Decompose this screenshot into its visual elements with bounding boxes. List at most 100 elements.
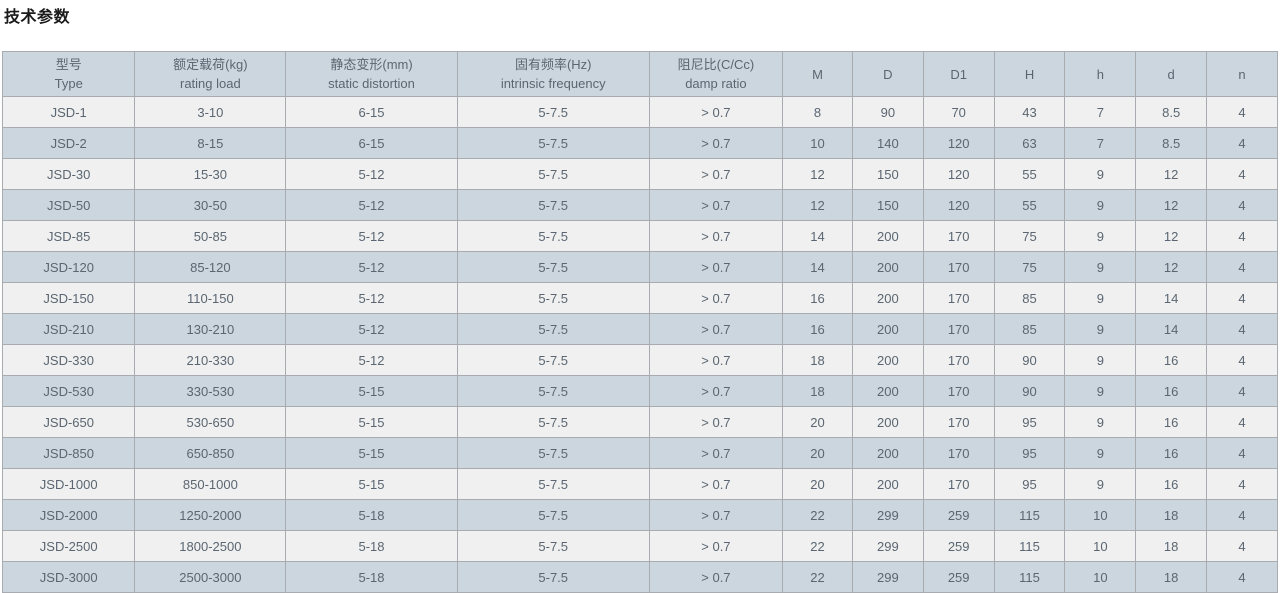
cell-h: 9 <box>1064 220 1137 252</box>
cell-h: 7 <box>1064 96 1137 128</box>
cell-damp_ratio: > 0.7 <box>648 220 784 252</box>
column-header-cn-damp_ratio: 阻尼比(C/Cc) <box>677 57 755 72</box>
column-header-cn-type: 型号 <box>55 57 82 72</box>
cell-type: JSD-650 <box>1 406 136 438</box>
table-row: JSD-2 8-15 6-15 5-7.5 > 0.7 10 140 120 63 7 8.5 4 <box>1 127 1278 159</box>
cell-type: JSD-1 <box>1 96 136 128</box>
cell-h: 9 <box>1064 189 1137 221</box>
cell-d: 16 <box>1135 437 1208 469</box>
cell-static_distortion: 5-12 <box>285 344 458 376</box>
cell-D1: 170 <box>922 220 995 252</box>
table-row: JSD-530 330-530 5-15 5-7.5 > 0.7 18 200 170 90 9 1… <box>1 375 1278 407</box>
cell-static_distortion: 5-15 <box>285 468 458 500</box>
cell-intrinsic_frequency: 5-7.5 <box>456 561 650 593</box>
column-header-intrinsic_frequency: 固有频率(Hz) intrinsic frequency <box>456 51 650 97</box>
cell-D1: 259 <box>922 530 995 562</box>
cell-D: 140 <box>851 127 924 159</box>
cell-type: JSD-850 <box>1 437 136 469</box>
cell-damp_ratio: > 0.7 <box>648 530 784 562</box>
cell-h: 9 <box>1064 313 1137 345</box>
cell-H: 55 <box>993 158 1066 190</box>
cell-M: 20 <box>782 468 853 500</box>
cell-M: 18 <box>782 344 853 376</box>
cell-D: 150 <box>851 189 924 221</box>
cell-D: 200 <box>851 375 924 407</box>
column-header-M: M <box>782 51 853 97</box>
column-header-en-intrinsic_frequency: intrinsic frequency <box>500 76 606 91</box>
cell-type: JSD-30 <box>1 158 136 190</box>
cell-rating_load: 650-850 <box>134 437 287 469</box>
cell-H: 115 <box>993 561 1066 593</box>
cell-M: 16 <box>782 313 853 345</box>
cell-M: 14 <box>782 220 853 252</box>
cell-n: 4 <box>1206 313 1278 345</box>
cell-H: 55 <box>993 189 1066 221</box>
cell-H: 90 <box>993 375 1066 407</box>
cell-h: 9 <box>1064 406 1137 438</box>
column-header-cn-n: n <box>1238 66 1246 82</box>
cell-n: 4 <box>1206 127 1278 159</box>
column-header-cn-M: M <box>812 66 823 82</box>
cell-n: 4 <box>1206 561 1278 593</box>
cell-type: JSD-2 <box>1 127 136 159</box>
cell-rating_load: 30-50 <box>134 189 287 221</box>
cell-D: 150 <box>851 158 924 190</box>
cell-M: 22 <box>782 530 853 562</box>
cell-M: 8 <box>782 96 853 128</box>
cell-rating_load: 15-30 <box>134 158 287 190</box>
cell-damp_ratio: > 0.7 <box>648 96 784 128</box>
cell-intrinsic_frequency: 5-7.5 <box>456 189 650 221</box>
cell-type: JSD-210 <box>1 313 136 345</box>
cell-rating_load: 2500-3000 <box>134 561 287 593</box>
cell-damp_ratio: > 0.7 <box>648 406 784 438</box>
cell-static_distortion: 5-18 <box>285 530 458 562</box>
table-row: JSD-210 130-210 5-12 5-7.5 > 0.7 16 200 170 85 9 1… <box>1 313 1278 345</box>
cell-intrinsic_frequency: 5-7.5 <box>456 220 650 252</box>
cell-damp_ratio: > 0.7 <box>648 437 784 469</box>
cell-static_distortion: 6-15 <box>285 127 458 159</box>
cell-rating_load: 1800-2500 <box>134 530 287 562</box>
cell-D1: 170 <box>922 344 995 376</box>
cell-D: 200 <box>851 251 924 283</box>
cell-D1: 120 <box>922 158 995 190</box>
column-header-h: h <box>1064 51 1137 97</box>
cell-d: 8.5 <box>1135 127 1208 159</box>
cell-rating_load: 210-330 <box>134 344 287 376</box>
cell-static_distortion: 5-15 <box>285 406 458 438</box>
column-header-D: D <box>851 51 924 97</box>
cell-damp_ratio: > 0.7 <box>648 189 784 221</box>
cell-D: 200 <box>851 220 924 252</box>
table-body: JSD-1 3-10 6-15 5-7.5 > 0.7 8 90 70 43 7 8.5 4 JSD-2… <box>1 96 1278 593</box>
cell-D1: 170 <box>922 437 995 469</box>
column-header-rating_load: 额定载荷(kg) rating load <box>134 51 287 97</box>
cell-type: JSD-150 <box>1 282 136 314</box>
column-header-D1: D1 <box>922 51 995 97</box>
cell-h: 9 <box>1064 251 1137 283</box>
cell-intrinsic_frequency: 5-7.5 <box>456 530 650 562</box>
cell-H: 85 <box>993 313 1066 345</box>
cell-n: 4 <box>1206 499 1278 531</box>
table-row: JSD-3000 2500-3000 5-18 5-7.5 > 0.7 22 299 259 1… <box>1 561 1278 593</box>
cell-damp_ratio: > 0.7 <box>648 561 784 593</box>
cell-n: 4 <box>1206 189 1278 221</box>
column-header-static_distortion: 静态变形(mm) static distortion <box>285 51 458 97</box>
cell-h: 7 <box>1064 127 1137 159</box>
cell-h: 9 <box>1064 375 1137 407</box>
cell-D1: 120 <box>922 127 995 159</box>
cell-M: 14 <box>782 251 853 283</box>
cell-static_distortion: 6-15 <box>285 96 458 128</box>
cell-type: JSD-3000 <box>1 561 136 593</box>
cell-D: 90 <box>851 96 924 128</box>
cell-H: 115 <box>993 499 1066 531</box>
column-header-en-static_distortion: static distortion <box>328 76 415 91</box>
cell-D: 299 <box>851 561 924 593</box>
cell-h: 9 <box>1064 158 1137 190</box>
technical-parameters-page: 技术参数 型号 Type 额定载荷(kg) rating load 静态变形(mm) st… <box>1 9 1278 593</box>
cell-static_distortion: 5-12 <box>285 313 458 345</box>
cell-rating_load: 50-85 <box>134 220 287 252</box>
parameters-table: 型号 Type 额定载荷(kg) rating load 静态变形(mm) static … <box>1 51 1278 593</box>
cell-H: 75 <box>993 251 1066 283</box>
column-header-cn-h: h <box>1096 66 1104 82</box>
column-header-cn-H: H <box>1024 66 1035 82</box>
cell-rating_load: 3-10 <box>134 96 287 128</box>
